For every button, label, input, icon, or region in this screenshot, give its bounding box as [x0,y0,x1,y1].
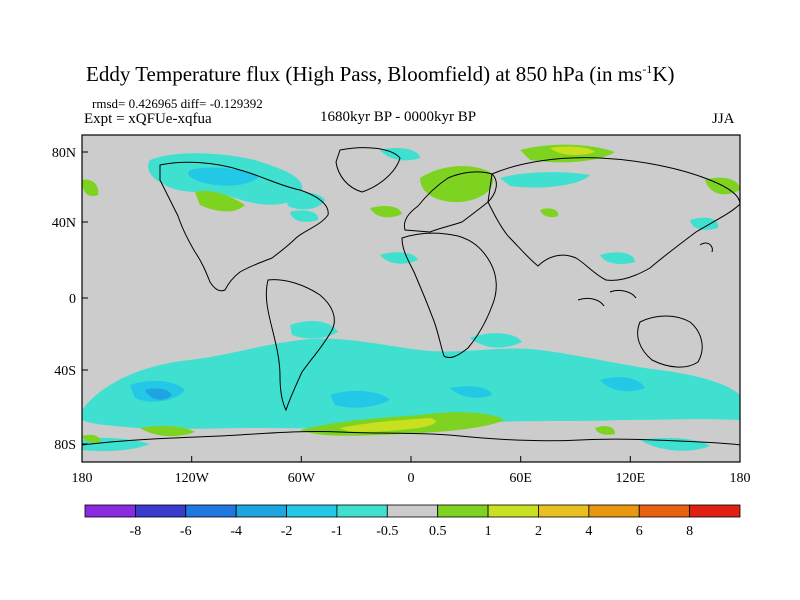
coastline-greenland [335,147,401,193]
positive-region [82,179,99,197]
negative-region [690,217,719,230]
colorbar-swatch [235,504,287,518]
colorbar-swatch [386,504,439,518]
colorbar-label: -8 [130,524,142,539]
colorbar-swatch [437,504,489,518]
negative-region [600,377,645,392]
colorbar: -8 -6 -4 -2 -1 -0.5 0.5 1 2 4 6 8 [84,504,741,539]
colorbar-swatch [134,504,187,518]
lon-tick-label: 180 [72,471,93,486]
negative-region [450,386,492,398]
coastline-islands [577,242,713,307]
lon-tick-label: 60W [288,471,316,486]
colorbar-label: -1 [331,524,343,539]
colorbar-swatch [185,504,237,518]
figure-title: Eddy Temperature flux (High Pass, Bloomf… [86,62,675,86]
lat-tick-label: 40N [52,216,76,231]
colorbar-swatch [689,504,741,518]
negative-region [330,390,390,408]
colorbar-swatch [84,504,136,518]
negative-region [290,320,338,339]
latitude-axis: 80N 40N 0 40S 80S [52,146,88,453]
negative-region [600,252,635,264]
positive-region [540,208,559,218]
colorbar-label: 1 [485,524,492,539]
coastline-south-america [265,279,335,412]
colorbar-label: -0.5 [376,524,398,539]
longitude-axis: 180 120W 60W 0 60E 120E 180 [72,456,751,486]
lon-tick-label: 60E [509,471,532,486]
positive-region [140,425,195,437]
positive-strong-region [550,146,595,156]
negative-region [470,333,522,348]
negative-region [82,338,740,429]
positive-region [595,426,615,435]
colorbar-label: 2 [535,524,542,539]
positive-region [195,190,245,212]
lon-tick-label: 120E [616,471,646,486]
negative-region [290,210,319,222]
colorbar-swatch [286,504,338,518]
anomaly-contours [82,144,740,452]
coastline-asia [487,157,740,281]
colorbar-label: -2 [281,524,293,539]
negative-region [145,388,172,400]
colorbar-label: -4 [230,524,242,539]
stats-label: rmsd= 0.426965 diff= -0.129392 [92,96,263,111]
lat-tick-label: 40S [54,364,76,379]
coastline-africa [401,232,497,359]
lon-tick-label: 180 [730,471,751,486]
positive-strong-region [340,418,436,432]
colorbar-label: 6 [636,524,643,539]
negative-region [500,172,590,188]
positive-region [420,166,494,203]
experiment-label: Expt = xQFUe-xqfua [84,111,212,127]
lat-tick-label: 80N [52,146,76,161]
period-label: 1680kyr BP - 0000kyr BP [320,109,477,125]
colorbar-swatch [638,504,691,518]
colorbar-swatch [487,504,539,518]
coastlines [82,147,740,446]
colorbar-label: -6 [180,524,192,539]
colorbar-label: 8 [686,524,693,539]
lon-tick-label: 0 [408,471,415,486]
coastline-antarctica [82,430,740,446]
lat-tick-label: 80S [54,438,76,453]
colorbar-swatch [588,504,640,518]
lat-tick-label: 0 [69,292,76,307]
positive-region [82,434,101,443]
negative-region [188,167,260,186]
lon-tick-label: 120W [175,471,210,486]
positive-region [370,206,402,218]
colorbar-swatch [538,504,590,518]
colorbar-swatch [336,504,388,518]
season-label: JJA [712,111,735,127]
coastline-australia [637,315,703,368]
colorbar-label: 4 [585,524,592,539]
colorbar-label: 0.5 [429,524,447,539]
coastline-north-america [159,161,329,292]
